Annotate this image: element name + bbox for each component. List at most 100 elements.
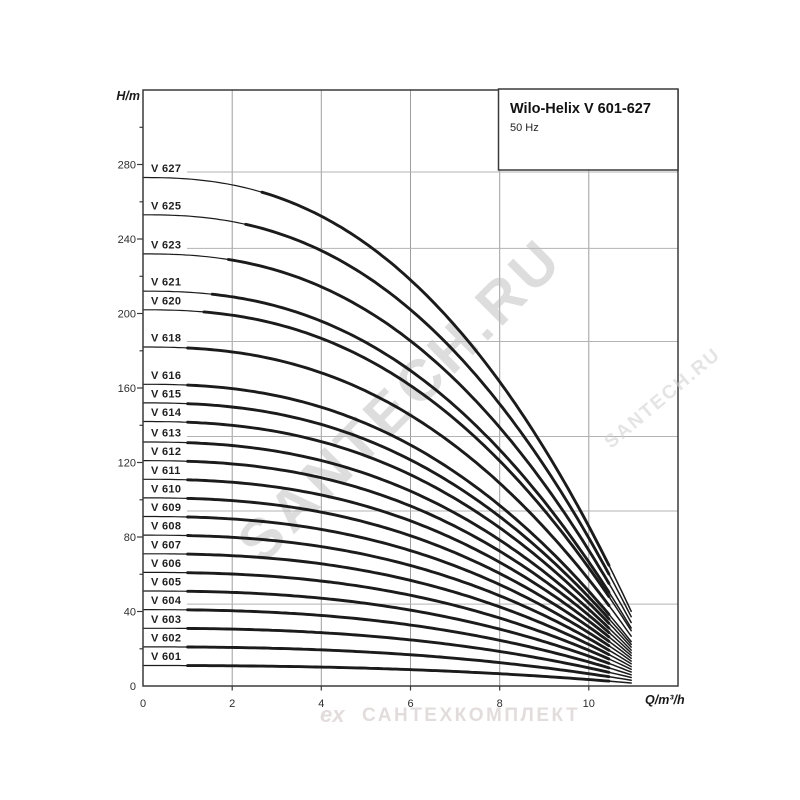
curve-label-v-610: V 610 bbox=[151, 483, 181, 495]
x-tick-label-2: 2 bbox=[229, 698, 235, 710]
curve-label-v-614: V 614 bbox=[151, 407, 182, 419]
curve-label-v-602: V 602 bbox=[151, 632, 181, 644]
curve-v-602-seg2 bbox=[608, 675, 632, 682]
curve-v-621-seg2 bbox=[608, 591, 632, 629]
curve-v-614-seg1 bbox=[186, 420, 611, 625]
curve-v-612-seg1 bbox=[186, 459, 611, 634]
curve-v-615 bbox=[142, 402, 632, 646]
curve-v-610-seg2 bbox=[608, 640, 632, 660]
curve-v-620-seg1 bbox=[202, 310, 611, 599]
curve-v-620-seg2 bbox=[608, 595, 632, 632]
curve-v-613-seg1 bbox=[186, 441, 611, 630]
curve-label-v-612: V 612 bbox=[151, 446, 181, 458]
curve-label-v-620: V 620 bbox=[151, 295, 181, 307]
curve-label-v-606: V 606 bbox=[151, 558, 181, 570]
y-tick-label-240: 240 bbox=[118, 234, 136, 246]
curve-v-611-seg0 bbox=[142, 478, 189, 481]
curve-label-v-615: V 615 bbox=[151, 388, 181, 400]
curve-label-set: V 627 V 625 V 623 V 621 V 620 V 618 V 616 V 615… bbox=[151, 163, 182, 663]
gridlines bbox=[187, 90, 678, 686]
x-tick-label-10: 10 bbox=[583, 698, 595, 710]
curve-v-603-seg2 bbox=[608, 671, 632, 679]
curve-v-610 bbox=[142, 496, 632, 660]
curve-label-v-607: V 607 bbox=[151, 539, 181, 551]
y-tick-label-200: 200 bbox=[118, 309, 136, 321]
curve-v-625 bbox=[142, 214, 632, 618]
curve-v-627-seg0 bbox=[142, 176, 263, 193]
curve-v-601-seg1 bbox=[186, 664, 611, 683]
y-tick-label-80: 80 bbox=[124, 532, 136, 544]
chart-title: Wilo-Helix V 601-627 bbox=[510, 101, 651, 117]
curve-v-607-seg2 bbox=[608, 653, 632, 668]
curve-v-623-seg1 bbox=[226, 258, 611, 585]
curve-v-611-seg2 bbox=[608, 636, 632, 657]
curve-v-610-seg1 bbox=[186, 496, 611, 643]
curve-v-613-seg0 bbox=[142, 441, 189, 444]
y-tick-label-280: 280 bbox=[118, 160, 136, 172]
curve-v-609-seg0 bbox=[142, 515, 189, 518]
curve-v-602 bbox=[142, 645, 632, 682]
curve-v-616-seg0 bbox=[142, 383, 189, 386]
x-tick-label-6: 6 bbox=[407, 698, 413, 710]
curve-v-621 bbox=[142, 290, 632, 629]
curve-v-621-seg0 bbox=[142, 290, 213, 295]
curve-v-616-seg1 bbox=[186, 383, 611, 616]
curve-v-614-seg2 bbox=[608, 622, 632, 648]
y-tick-label-120: 120 bbox=[118, 458, 136, 470]
curve-v-620-seg0 bbox=[142, 309, 205, 313]
curve-v-618 bbox=[142, 346, 632, 637]
curve-v-603-seg1 bbox=[186, 626, 611, 674]
curve-v-621-seg1 bbox=[210, 292, 611, 594]
curve-label-v-605: V 605 bbox=[151, 577, 181, 589]
curve-v-625-seg2 bbox=[608, 573, 632, 618]
y-tick-label-0: 0 bbox=[130, 681, 136, 693]
curve-label-v-625: V 625 bbox=[151, 200, 181, 212]
curve-v-612 bbox=[142, 459, 632, 654]
x-tick-label-8: 8 bbox=[497, 698, 503, 710]
curve-label-v-623: V 623 bbox=[151, 239, 181, 251]
curve-v-618-seg0 bbox=[142, 346, 189, 349]
curve-v-606-seg1 bbox=[186, 571, 611, 661]
curve-v-611 bbox=[142, 478, 632, 657]
curve-v-608 bbox=[142, 534, 632, 665]
curve-v-603 bbox=[142, 626, 632, 679]
watermark-bottom: ex САНТЕХКОМПЛЕКТ bbox=[320, 702, 578, 727]
curve-label-v-601: V 601 bbox=[151, 651, 181, 663]
curve-v-609-seg1 bbox=[186, 515, 611, 648]
curve-v-613-seg2 bbox=[608, 627, 632, 651]
curve-set bbox=[142, 176, 632, 684]
curve-v-604-seg2 bbox=[608, 667, 632, 676]
y-tick-label-40: 40 bbox=[124, 607, 136, 619]
curve-label-v-613: V 613 bbox=[151, 428, 181, 440]
curve-label-v-611: V 611 bbox=[151, 465, 181, 477]
curve-v-606 bbox=[142, 571, 632, 671]
x-tick-label-0: 0 bbox=[140, 698, 146, 710]
curve-v-625-seg1 bbox=[244, 222, 611, 576]
curve-label-v-609: V 609 bbox=[151, 502, 181, 514]
curve-v-623-seg0 bbox=[142, 253, 229, 261]
curve-v-623 bbox=[142, 253, 632, 624]
curve-v-607 bbox=[142, 552, 632, 668]
chart-frequency-label: 50 Hz bbox=[510, 122, 539, 134]
curve-v-607-seg1 bbox=[186, 552, 611, 657]
y-axis-title: H/m bbox=[116, 89, 140, 103]
y-tick-label-160: 160 bbox=[118, 383, 136, 395]
curve-v-606-seg2 bbox=[608, 658, 632, 671]
title-box-frame bbox=[497, 88, 679, 171]
x-tick-label-4: 4 bbox=[318, 698, 324, 710]
curve-label-v-627: V 627 bbox=[151, 163, 181, 175]
curve-label-v-608: V 608 bbox=[151, 521, 181, 533]
curve-v-618-seg1 bbox=[186, 346, 611, 607]
curve-v-609 bbox=[142, 515, 632, 662]
curve-v-601 bbox=[142, 664, 632, 684]
curve-v-611-seg1 bbox=[186, 478, 611, 639]
curve-label-v-618: V 618 bbox=[151, 333, 181, 345]
curve-v-615-seg2 bbox=[608, 618, 632, 646]
curve-v-616-seg2 bbox=[608, 613, 632, 643]
curve-v-609-seg2 bbox=[608, 644, 632, 662]
curve-v-614-seg0 bbox=[142, 420, 189, 423]
curve-v-610-seg0 bbox=[142, 497, 189, 499]
curve-v-623-seg2 bbox=[608, 582, 632, 624]
curve-label-v-616: V 616 bbox=[151, 370, 181, 382]
